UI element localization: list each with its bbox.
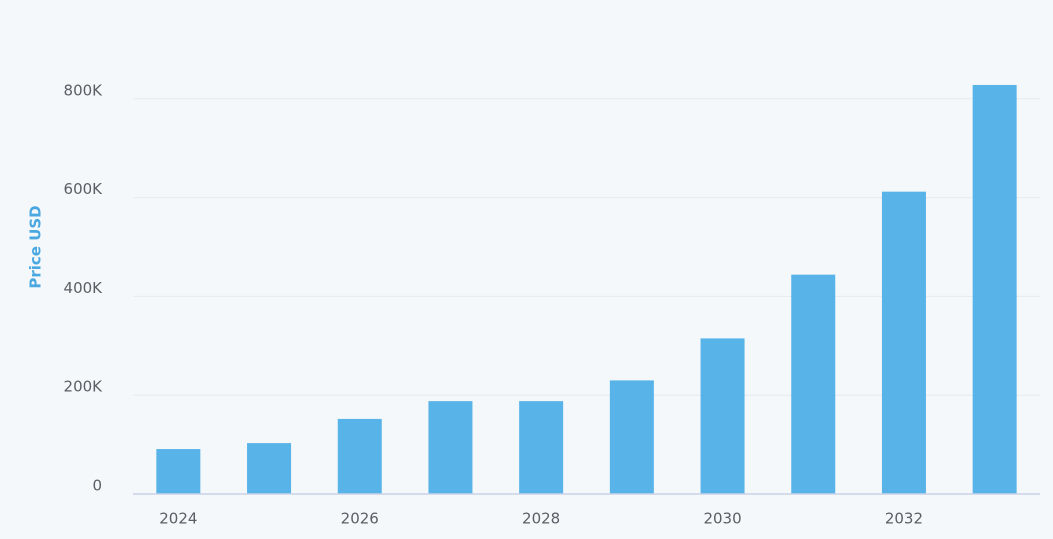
bar xyxy=(156,449,201,494)
y-tick-label: 600K xyxy=(64,180,104,198)
x-tick-label: 2028 xyxy=(522,510,560,528)
y-tick-label: 800K xyxy=(64,81,104,99)
bar xyxy=(609,380,654,494)
bar xyxy=(700,338,745,494)
bar xyxy=(428,401,473,494)
y-tick-label: 400K xyxy=(64,279,104,297)
y-tick-label: 200K xyxy=(64,378,104,396)
bar xyxy=(519,401,564,494)
y-tick-label: 0 xyxy=(92,477,102,495)
x-tick-label: 2030 xyxy=(703,510,741,528)
x-tick-label: 2032 xyxy=(885,510,923,528)
bar xyxy=(337,418,382,494)
x-tick-label: 2024 xyxy=(159,510,197,528)
bar xyxy=(791,274,836,494)
bar xyxy=(881,191,926,494)
bar xyxy=(972,84,1017,494)
bar xyxy=(247,443,292,494)
x-tick-label: 2026 xyxy=(341,510,379,528)
y-axis-label: Price USD xyxy=(27,205,45,288)
